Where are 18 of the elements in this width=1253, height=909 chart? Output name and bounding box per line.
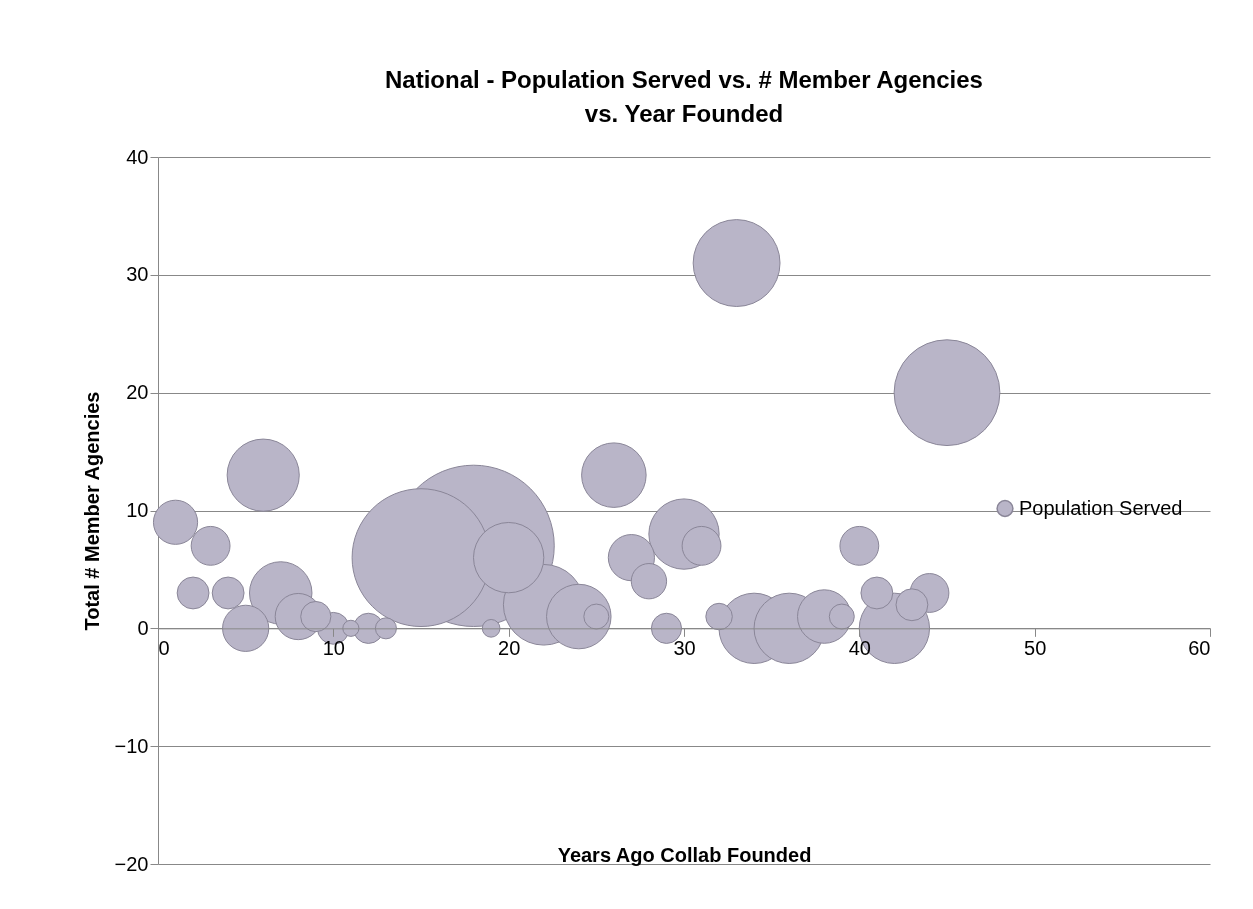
- x-tick-label: 0: [158, 636, 170, 659]
- y-tick-label: 0: [137, 616, 149, 639]
- x-tick-label: 20: [498, 636, 521, 659]
- x-axis-title: Years Ago Collab Founded: [557, 843, 812, 866]
- x-tick-label: 50: [1024, 636, 1047, 659]
- y-tick-label: −10: [114, 734, 149, 757]
- y-axis-title: Total # Member Agencies: [80, 391, 103, 631]
- y-tick-label: 30: [126, 263, 149, 286]
- x-tick-label: 30: [673, 636, 696, 659]
- legend-label: Population Served: [1019, 496, 1183, 519]
- x-tick-label: 60: [1188, 636, 1211, 659]
- y-tick-label: 10: [126, 499, 149, 521]
- y-tick-label: −20: [114, 852, 149, 875]
- x-tick-label: 10: [322, 636, 345, 659]
- x-tick-label: 40: [848, 636, 871, 659]
- y-tick-label: 40: [126, 145, 149, 168]
- chart-title: National - Population Served vs. # Member Agencies vs. Year Founded: [385, 66, 983, 127]
- y-tick-label: 20: [126, 381, 149, 404]
